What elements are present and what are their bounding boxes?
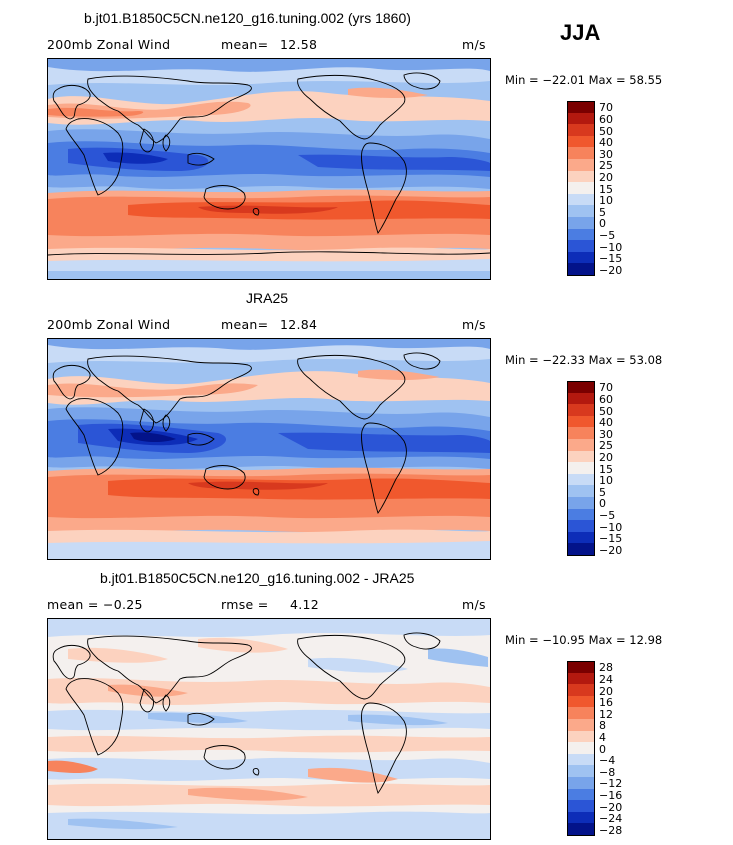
colorbar-tick-label: 20	[599, 684, 613, 698]
colorbar-tick-label: −10	[599, 520, 623, 534]
colorbar-swatch	[567, 263, 595, 276]
colorbar-tick-label: −10	[599, 240, 623, 254]
panel-1-minmax: Min = −22.01 Max = 58.55	[505, 73, 663, 87]
panel-2-units: m/s	[462, 317, 486, 332]
panel-2-mean-label: mean=	[221, 317, 269, 332]
panel-3-units: m/s	[462, 597, 486, 612]
colorbar-tick-label: 5	[599, 485, 606, 499]
panel-3-mean-label: mean = −0.25	[47, 597, 143, 612]
colorbar-tick-label: 30	[599, 147, 613, 161]
panel-3-map	[47, 618, 491, 840]
colorbar-tick-label: 70	[599, 101, 613, 115]
colorbar-tick-label: −5	[599, 228, 616, 242]
colorbar-tick-label: −5	[599, 508, 616, 522]
colorbar-tick-label: 0	[599, 742, 606, 756]
colorbar-tick-label: −4	[599, 754, 616, 768]
colorbar-swatch	[567, 823, 595, 836]
colorbar-tick-label: −8	[599, 765, 616, 779]
panel-2-variable-label: 200mb Zonal Wind	[47, 317, 171, 332]
colorbar-tick-label: 15	[599, 462, 613, 476]
colorbar-tick-label: −15	[599, 252, 623, 266]
panel-1-variable-label: 200mb Zonal Wind	[47, 37, 171, 52]
colorbar-tick-label: −16	[599, 788, 623, 802]
colorbar-tick-label: −24	[599, 812, 623, 826]
colorbar-tick-label: −20	[599, 800, 623, 814]
panel-1-units: m/s	[462, 37, 486, 52]
colorbar-swatch	[567, 543, 595, 556]
panel-2-mean-value: 12.84	[280, 317, 318, 332]
colorbar-tick-label: 0	[599, 497, 606, 511]
colorbar-tick-label: 24	[599, 672, 613, 686]
panel-3-minmax: Min = −10.95 Max = 12.98	[505, 633, 663, 647]
colorbar-tick-label: 60	[599, 392, 613, 406]
panel-2-minmax: Min = −22.33 Max = 53.08	[505, 353, 663, 367]
season-label: JJA	[560, 20, 601, 45]
colorbar-tick-label: 0	[599, 217, 606, 231]
colorbar-tick-label: 28	[599, 661, 613, 675]
colorbar-tick-label: −20	[599, 543, 623, 557]
panel-2-map	[47, 338, 491, 560]
panel-1-map	[47, 58, 491, 280]
colorbar-tick-label: 15	[599, 182, 613, 196]
colorbar-tick-label: 50	[599, 124, 613, 138]
colorbar-tick-label: 4	[599, 730, 606, 744]
colorbar-tick-label: 16	[599, 696, 613, 710]
panel-1-mean-value: 12.58	[280, 37, 318, 52]
colorbar-tick-label: −20	[599, 263, 623, 277]
colorbar-tick-label: 5	[599, 205, 606, 219]
colorbar-tick-label: 10	[599, 474, 613, 488]
colorbar-tick-label: 70	[599, 381, 613, 395]
colorbar-tick-label: 25	[599, 159, 613, 173]
colorbar-tick-label: 10	[599, 194, 613, 208]
panel-2-title: JRA25	[246, 290, 289, 306]
colorbar-tick-label: 50	[599, 404, 613, 418]
colorbar-tick-label: −28	[599, 823, 623, 837]
colorbar-tick-label: 12	[599, 707, 613, 721]
colorbar-tick-label: 25	[599, 439, 613, 453]
panel-3-rmse-value: 4.12	[290, 597, 320, 612]
colorbar-tick-label: −12	[599, 777, 623, 791]
colorbar-tick-label: 8	[599, 719, 606, 733]
panel-3-rmse-label: rmse =	[221, 597, 269, 612]
colorbar-tick-label: 40	[599, 416, 613, 430]
colorbar-tick-label: −15	[599, 532, 623, 546]
panel-1-mean-label: mean=	[221, 37, 269, 52]
colorbar-tick-label: 40	[599, 136, 613, 150]
panel-1-title: b.jt01.B1850C5CN.ne120_g16.tuning.002 (y…	[84, 10, 411, 26]
colorbar-tick-label: 60	[599, 112, 613, 126]
colorbar-tick-label: 20	[599, 450, 613, 464]
colorbar-tick-label: 20	[599, 170, 613, 184]
panel-3-title: b.jt01.B1850C5CN.ne120_g16.tuning.002 - …	[100, 570, 415, 586]
colorbar-tick-label: 30	[599, 427, 613, 441]
